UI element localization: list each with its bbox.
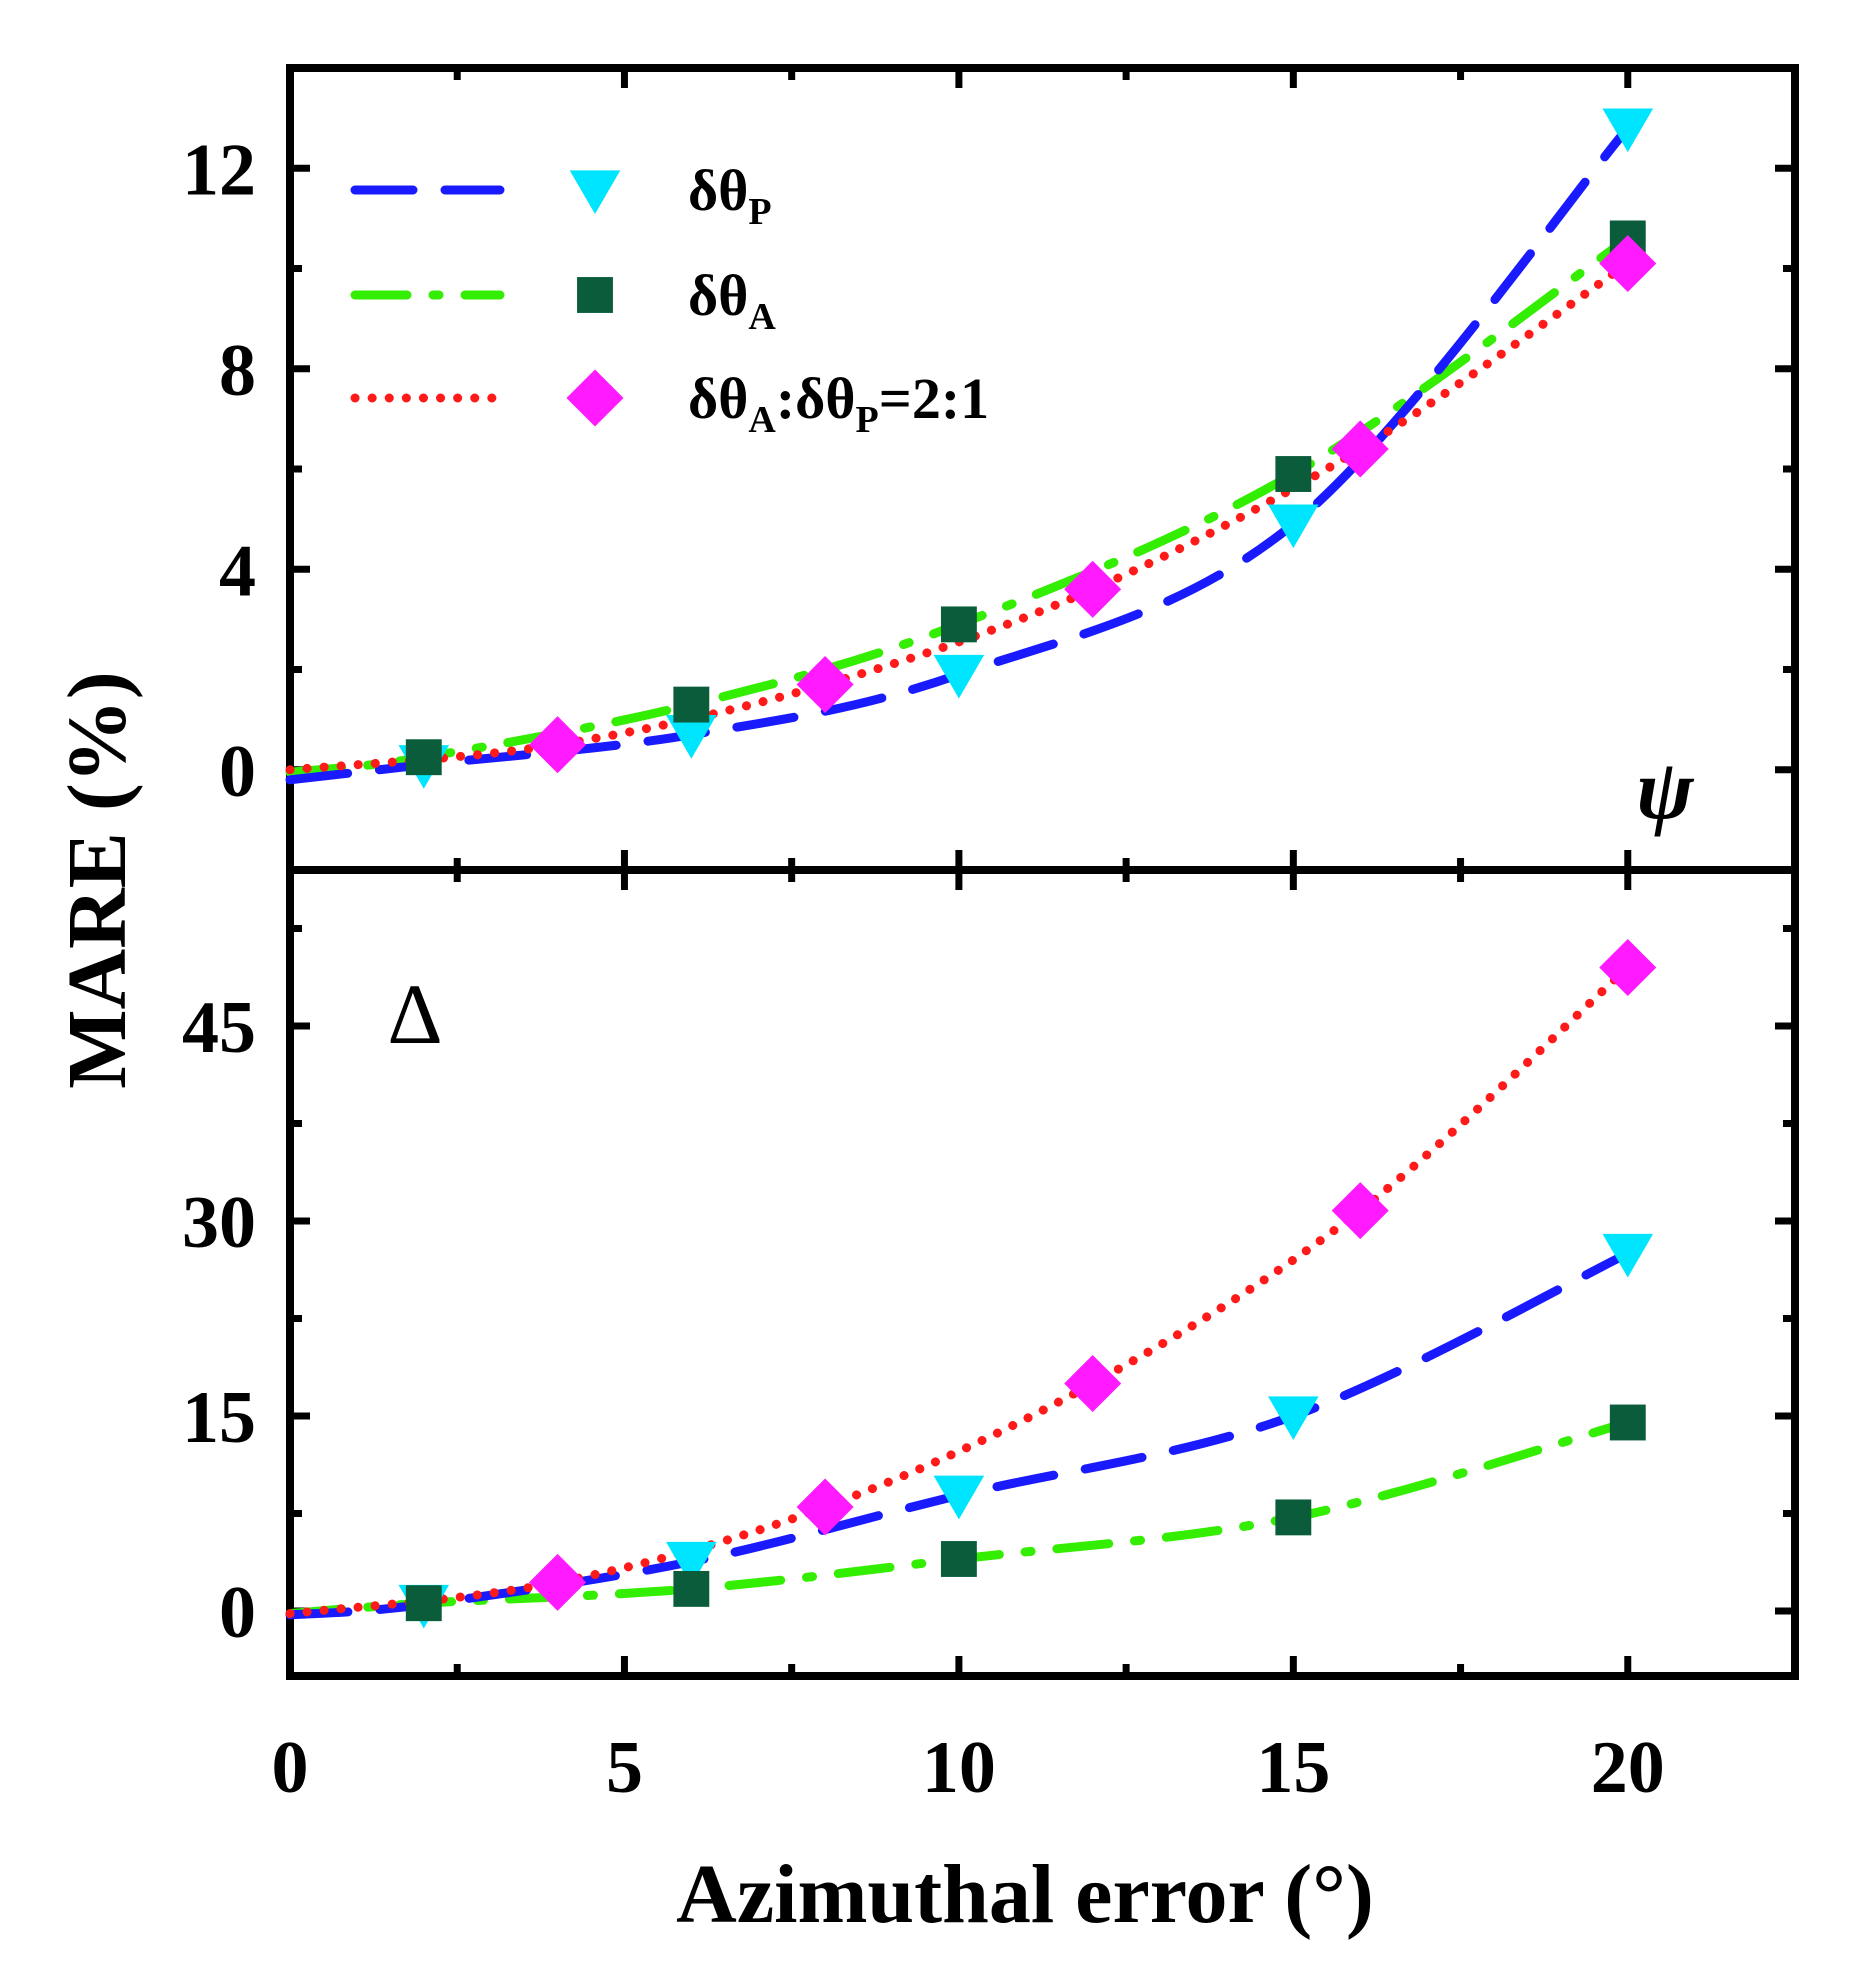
panel-delta-dta-point [1610,1405,1646,1441]
panel-delta-ytick-label: 30 [182,1182,256,1264]
legend-item-dtp: δθP [355,158,772,233]
panel-psi-dta-point [673,687,709,723]
panel-psi-ytick-label: 4 [219,530,256,612]
legend-marker-dtp [570,170,621,214]
panel-psi-tag: ψ [1636,741,1694,837]
panel-psi-ratio-point [529,716,586,773]
panel-psi-ratio-point [1064,561,1121,618]
panel-psi-ytick-label: 12 [182,129,256,211]
panel-delta-dtp-point [1602,1234,1653,1278]
panel-delta-ytick-label: 45 [182,987,256,1069]
panel-psi-dta-point [406,739,442,775]
panel-delta-dta-point [406,1585,442,1621]
x-axis-title: Azimuthal error (°) [676,1848,1374,1941]
legend-subscript: P [856,399,879,441]
panel-delta-ytick-label: 15 [182,1377,256,1459]
legend-label-ratio: δθA:δθP=2:1 [688,366,989,441]
panel-psi-dta-point [941,606,977,642]
panel-psi-dta-point [1275,456,1311,492]
legend-item-dta: δθA [355,263,776,338]
panel-delta-ratio-point [1064,1355,1121,1412]
panel-psi-ratio-point [1599,235,1656,292]
legend-marker-ratio [566,369,623,426]
chart: δθPδθAδθA:δθP=2:1 04812ψ0153045 Δ0 5 10 15 20… [0,0,1854,1988]
panel-delta-ratio-point [1332,1182,1389,1239]
legend-label-dtp: δθP [688,158,772,233]
legend-marker-dta [577,277,613,313]
x-tick-label: 10 [922,1727,996,1809]
panel-delta-tag: Δ [387,966,442,1062]
legend-text-part: δθ [688,158,748,223]
plot-frames [290,68,1795,1676]
x-tick-label: 5 [606,1727,643,1809]
x-tick-label: 20 [1591,1727,1665,1809]
panel-delta-ytick-label: 0 [219,1572,256,1654]
panel-delta-frame [290,870,1795,1676]
legend-label-dta: δθA [688,263,776,338]
panel-delta-ratio-point [529,1554,586,1611]
panel-psi-ytick-label: 0 [219,731,256,813]
legend-text-part: δθ [688,366,748,431]
legend-subscript: A [748,296,776,338]
y-axis-title: MARE (%) [51,671,144,1089]
legend-item-ratio: δθA:δθP=2:1 [355,366,989,441]
panel-psi-ratio-point [1332,420,1389,477]
legend-subscript: P [748,191,771,233]
panel-psi-ytick-label: 8 [219,330,256,412]
panel-delta-dta-point [673,1571,709,1607]
x-tick-label: 0 [272,1727,309,1809]
legend-text-part: =2:1 [879,366,989,431]
legend-text-part: :δθ [776,366,856,431]
legend-subscript: A [748,399,776,441]
panel-delta-dta-point [1275,1499,1311,1535]
x-tick-label: 15 [1256,1727,1330,1809]
panel-delta-ratio-point [1599,939,1656,996]
panel-delta-dta-point [941,1541,977,1577]
legend-text-part: δθ [688,263,748,328]
